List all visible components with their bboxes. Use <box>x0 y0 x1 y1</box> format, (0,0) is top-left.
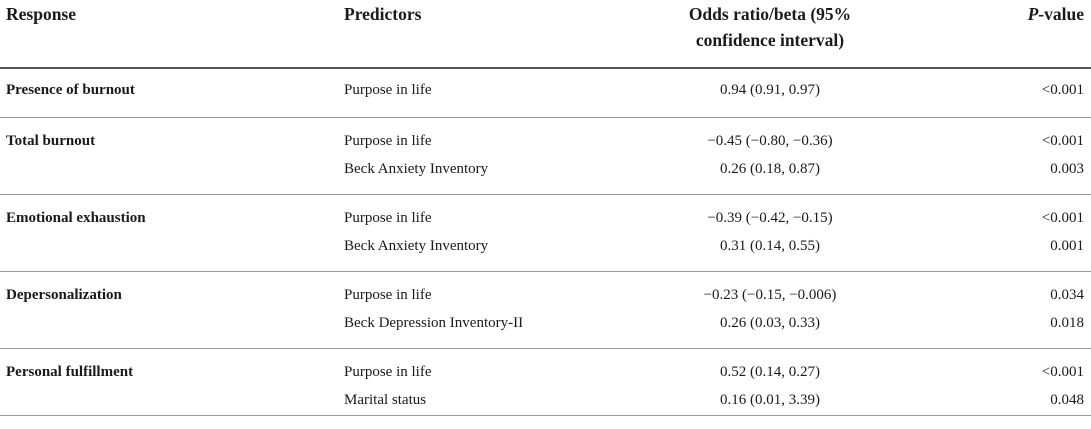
row-separator <box>0 117 1091 118</box>
response-cell: Personal fulfillment <box>6 364 134 380</box>
table-row: Emotional exhaustion Purpose in life −0.39… <box>0 204 1091 232</box>
response-cell: Total burnout <box>6 133 96 149</box>
estimate-cell: 0.52 (0.14, 0.27) <box>720 364 820 380</box>
header-p-rest: -value <box>1038 4 1084 24</box>
row-separator <box>0 348 1091 349</box>
header-predictors: Predictors <box>344 4 422 24</box>
estimate-cell: −0.45 (−0.80, −0.36) <box>707 133 833 149</box>
header-rule <box>0 67 1091 69</box>
predictor-cell: Beck Anxiety Inventory <box>344 161 489 177</box>
estimate-cell: 0.31 (0.14, 0.55) <box>720 238 820 254</box>
estimate-cell: −0.23 (−0.15, −0.006) <box>703 287 837 303</box>
header-odds-line1: Odds ratio/beta (95% <box>688 4 852 24</box>
header-odds-line2: confidence interval) <box>695 30 845 50</box>
p-value-cell: 0.048 <box>1050 392 1084 408</box>
table-row: Beck Depression Inventory-II 0.26 (0.03, … <box>0 309 1091 337</box>
table-row: Depersonalization Purpose in life −0.23 (−… <box>0 281 1091 309</box>
table-row: Marital status 0.16 (0.01, 3.39) 0.048 <box>0 386 1091 414</box>
estimate-cell: 0.26 (0.18, 0.87) <box>720 161 820 177</box>
response-cell: Emotional exhaustion <box>6 210 146 226</box>
estimate-cell: −0.39 (−0.42, −0.15) <box>707 210 833 226</box>
p-value-cell: 0.003 <box>1050 161 1084 177</box>
p-value-cell: <0.001 <box>1041 364 1084 380</box>
response-cell: Presence of burnout <box>6 82 135 98</box>
row-separator <box>0 271 1091 272</box>
predictor-cell: Purpose in life <box>344 82 432 98</box>
header-p-value: P-value <box>1028 1 1084 27</box>
p-value-cell: 0.018 <box>1050 315 1084 331</box>
table-row: Beck Anxiety Inventory 0.31 (0.14, 0.55) 0… <box>0 232 1091 260</box>
p-value-cell: <0.001 <box>1041 82 1084 98</box>
predictor-cell: Purpose in life <box>344 364 432 380</box>
estimate-cell: 0.16 (0.01, 3.39) <box>720 392 820 408</box>
row-separator <box>0 415 1091 416</box>
predictor-cell: Purpose in life <box>344 287 432 303</box>
row-separator <box>0 194 1091 195</box>
table-header: Response Predictors Odds ratio/beta (95%… <box>0 0 1091 66</box>
p-value-cell: <0.001 <box>1041 133 1084 149</box>
estimate-cell: 0.26 (0.03, 0.33) <box>720 315 820 331</box>
table-row: Total burnout Purpose in life −0.45 (−0.80… <box>0 127 1091 155</box>
header-odds-ratio: Odds ratio/beta (95% confidence interval… <box>620 1 920 53</box>
predictor-cell: Purpose in life <box>344 133 432 149</box>
predictor-cell: Marital status <box>344 392 427 408</box>
table-row: Personal fulfillment Purpose in life 0.52 … <box>0 358 1091 386</box>
p-value-cell: 0.034 <box>1050 287 1084 303</box>
predictor-cell: Beck Anxiety Inventory <box>344 238 489 254</box>
response-cell: Depersonalization <box>6 287 122 303</box>
table-row: Presence of burnout Purpose in life 0.94 (… <box>0 76 1091 104</box>
estimate-cell: 0.94 (0.91, 0.97) <box>720 82 820 98</box>
header-p-italic: P <box>1027 4 1039 24</box>
table-row: Beck Anxiety Inventory 0.26 (0.18, 0.87) 0… <box>0 155 1091 183</box>
header-response: Response <box>6 4 77 24</box>
p-value-cell: <0.001 <box>1041 210 1084 226</box>
predictor-cell: Purpose in life <box>344 210 432 226</box>
predictor-cell: Beck Depression Inventory-II <box>344 315 524 331</box>
p-value-cell: 0.001 <box>1050 238 1084 254</box>
